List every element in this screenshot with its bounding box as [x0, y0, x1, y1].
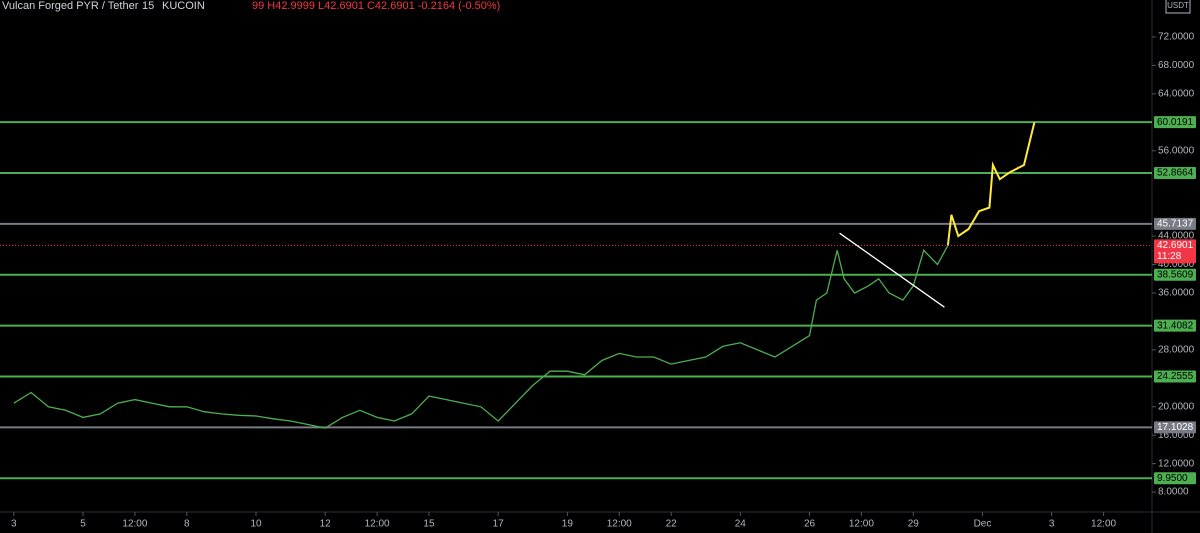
- x-tick-label: 12:00: [122, 519, 147, 530]
- y-tick-label: 56.0000: [1158, 145, 1195, 156]
- x-tick-label: 22: [666, 519, 678, 530]
- exchange: KUCOIN: [162, 0, 205, 12]
- level-label: 31.4082: [1157, 320, 1194, 331]
- y-tick-label: 72.0000: [1158, 32, 1195, 43]
- x-tick-label: 12:00: [607, 519, 632, 530]
- x-tick-label: 3: [1049, 519, 1055, 530]
- level-label-box: [1154, 370, 1196, 383]
- y-tick-label: 36.0000: [1158, 288, 1195, 299]
- y-tick-label: 44.0000: [1158, 231, 1195, 242]
- y-tick-label: 16.0000: [1158, 430, 1195, 441]
- level-label: 17.1028: [1157, 422, 1194, 433]
- countdown: 11:28: [1157, 251, 1182, 262]
- level-label: 60.0191: [1157, 117, 1194, 128]
- x-tick-label: 15: [423, 519, 435, 530]
- x-tick-label: 8: [184, 519, 190, 530]
- currency[interactable]: USDT: [1167, 1, 1189, 10]
- x-tick-label: 10: [250, 519, 262, 530]
- y-tick-label: 12.0000: [1158, 458, 1195, 469]
- x-tick-label: 12:00: [1091, 519, 1116, 530]
- price-line: [13, 245, 949, 429]
- price-line: [839, 232, 945, 308]
- last-price-box: [1154, 239, 1196, 264]
- x-tick-label: 12:00: [849, 519, 874, 530]
- x-tick-label: 12: [320, 519, 332, 530]
- level-label: 24.2555: [1157, 371, 1194, 382]
- level-label-box: [1154, 217, 1196, 230]
- x-tick-label: 17: [493, 519, 505, 530]
- x-tick-label: 26: [804, 519, 816, 530]
- y-tick-label: 28.0000: [1158, 345, 1195, 356]
- level-label: 38.5609: [1157, 269, 1194, 280]
- last-price-label: 42.6901: [1157, 240, 1194, 251]
- y-tick-label: 40.0000: [1158, 259, 1195, 270]
- level-label-box: [1154, 319, 1196, 332]
- x-tick-label: 19: [562, 519, 574, 530]
- x-tick-label: Dec: [974, 519, 992, 530]
- ohlc: 99 H42.9999 L42.6901 C42.6901 -0.2164 (-…: [252, 0, 500, 12]
- y-tick-label: 68.0000: [1158, 60, 1195, 71]
- y-tick-label: 8.0000: [1158, 487, 1189, 498]
- y-tick-label: 64.0000: [1158, 89, 1195, 100]
- level-label-box: [1154, 268, 1196, 281]
- level-label-box: [1154, 421, 1196, 434]
- x-tick-label: 5: [80, 519, 86, 530]
- level-label-box: [1154, 116, 1196, 129]
- x-tick-label: 3: [11, 519, 17, 530]
- y-tick-label: 20.0000: [1158, 401, 1195, 412]
- x-tick-label: 24: [735, 519, 747, 530]
- level-label: 45.7137: [1157, 219, 1194, 230]
- level-label: 9.9500: [1157, 473, 1188, 484]
- x-tick-label: 29: [908, 519, 920, 530]
- x-tick-label: 12:00: [365, 519, 390, 530]
- level-label-box: [1154, 167, 1196, 180]
- interval: 15: [142, 0, 154, 12]
- level-label: 52.8664: [1157, 168, 1194, 179]
- symbol: Vulcan Forged PYR / Tether: [2, 0, 139, 12]
- level-label-box: [1154, 472, 1196, 485]
- currency-box[interactable]: [1165, 0, 1191, 14]
- price-line: [946, 122, 1036, 246]
